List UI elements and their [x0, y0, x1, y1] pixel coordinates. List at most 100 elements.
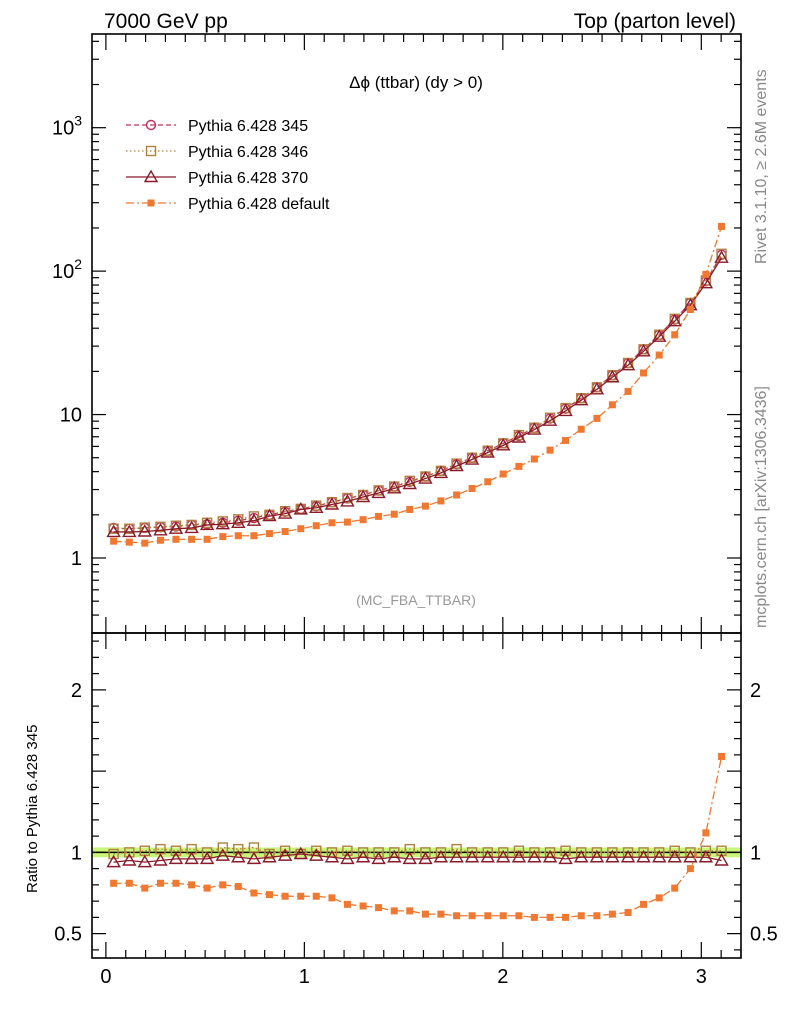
- data-point: [172, 879, 180, 887]
- series-line: [113, 226, 723, 544]
- data-point: [359, 902, 367, 910]
- data-point: [172, 535, 180, 543]
- data-point: [201, 847, 213, 858]
- data-point: [137, 524, 152, 537]
- data-point: [387, 480, 402, 494]
- data-point: [343, 518, 351, 526]
- data-point: [312, 522, 320, 530]
- data-point: [215, 516, 230, 530]
- data-point: [203, 884, 211, 892]
- data-point: [421, 910, 429, 918]
- ratio-axis-ticks: 0.5 0.5 1 1 2 2: [54, 633, 778, 958]
- series-line: [113, 253, 723, 530]
- data-point: [655, 894, 663, 902]
- data-point: [546, 446, 554, 454]
- data-point: [125, 879, 133, 887]
- data-point: [390, 907, 398, 915]
- data-point: [312, 892, 320, 900]
- data-point: [464, 452, 480, 465]
- y-tick-label: 1: [71, 548, 82, 570]
- x-tick-label: 1: [299, 966, 310, 988]
- legend-label: Pythia 6.428 345: [188, 118, 308, 135]
- data-point: [418, 471, 433, 484]
- data-point: [188, 881, 196, 889]
- data-point: [168, 851, 184, 865]
- data-point: [433, 465, 449, 479]
- data-point: [297, 892, 305, 900]
- data-point: [246, 513, 262, 526]
- data-point: [124, 847, 135, 858]
- data-point: [153, 522, 168, 536]
- data-point: [640, 900, 648, 908]
- data-point: [219, 881, 227, 889]
- data-point: [589, 849, 605, 863]
- data-point: [620, 357, 636, 371]
- plot-title: Δϕ (ttbar) (dy > 0): [349, 73, 483, 92]
- data-point: [277, 848, 293, 861]
- ratio-y-tick-label: 1: [71, 842, 82, 864]
- data-point: [262, 508, 277, 522]
- data-point: [328, 519, 336, 527]
- series-pythia-6-428-345: [108, 249, 727, 534]
- ratio-y-tick-label: 2: [71, 680, 82, 702]
- data-point: [217, 842, 228, 853]
- data-point: [170, 845, 182, 856]
- data-point: [562, 913, 570, 921]
- data-point: [652, 849, 667, 863]
- ratio-plot-frame: [91, 632, 742, 959]
- data-point: [199, 851, 215, 865]
- series-line: [113, 257, 723, 533]
- x-tick-label: 2: [497, 966, 508, 988]
- data-point: [371, 851, 386, 865]
- data-point: [106, 854, 121, 868]
- legend: Pythia 6.428 345 Pythia 6.428 346 Pythia 6…: [126, 118, 330, 213]
- data-point: [499, 912, 507, 920]
- data-point: [219, 533, 227, 541]
- data-point: [574, 392, 589, 406]
- data-point: [667, 849, 682, 863]
- data-point: [418, 851, 433, 865]
- legend-label: Pythia 6.428 default: [188, 196, 330, 213]
- data-point: [355, 489, 371, 503]
- ratio-y-tick-label-right: 0.5: [750, 924, 778, 946]
- data-point: [122, 853, 137, 866]
- series-pythia-6-428-370: [106, 250, 729, 538]
- data-point: [702, 270, 710, 278]
- data-point: [184, 520, 199, 534]
- data-point: [141, 539, 149, 547]
- data-point: [577, 912, 585, 920]
- data-point: [499, 470, 507, 478]
- data-point: [371, 485, 386, 499]
- data-point: [433, 849, 449, 863]
- ratio-series-pythia-6-428-default: [110, 753, 726, 921]
- ratio-ylabel: Ratio to Pythia 6.428 345: [24, 725, 41, 893]
- data-point: [233, 843, 244, 855]
- legend-label: Pythia 6.428 346: [188, 144, 308, 161]
- data-point: [250, 532, 258, 540]
- ratio-series-line: [113, 756, 723, 919]
- data-point: [515, 462, 523, 470]
- ratio-y-tick-label: 0.5: [54, 924, 82, 946]
- analysis-watermark: (MC_FBA_TTBAR): [356, 592, 476, 608]
- data-point: [718, 222, 726, 230]
- data-point: [106, 524, 121, 538]
- y-tick-label: 10: [60, 405, 82, 427]
- data-point: [480, 445, 495, 458]
- ratio-plot-panel: 0.5 0.5 1 1 2 2 Ratio to Pythia 6.428 345: [24, 632, 778, 959]
- data-point: [608, 910, 616, 918]
- x-axis-labels: 0 1 2 3: [100, 966, 707, 988]
- data-point: [355, 849, 371, 863]
- data-point: [328, 894, 336, 902]
- data-point: [593, 912, 601, 920]
- data-point: [513, 845, 525, 856]
- data-point: [698, 849, 714, 863]
- header-left: 7000 GeV pp: [104, 10, 228, 33]
- data-point: [468, 485, 476, 493]
- data-point: [250, 889, 258, 897]
- data-point: [108, 848, 119, 860]
- data-point: [170, 520, 182, 531]
- y-tick-label: 103: [52, 113, 82, 140]
- data-point: [515, 912, 523, 920]
- ratio-series-pythia-6-428-346: [108, 842, 727, 860]
- ratio-y-tick-label-right: 2: [750, 680, 761, 702]
